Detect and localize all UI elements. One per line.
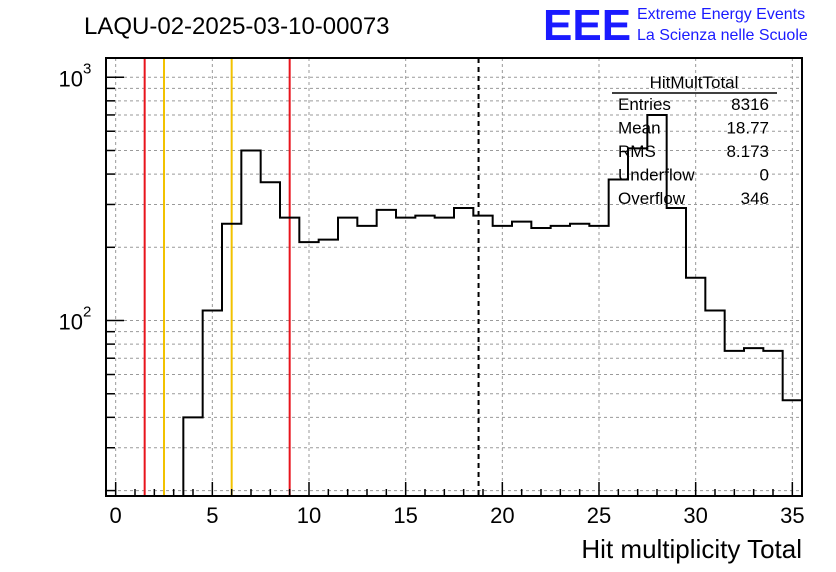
eee-logo-line1: Extreme Energy Events	[637, 6, 805, 23]
x-tick-label: 0	[110, 503, 122, 528]
chart-title: LAQU-02-2025-03-10-00073	[84, 13, 390, 40]
stats-value: 18.77	[726, 119, 769, 138]
x-axis-title: Hit multiplicity Total	[581, 534, 802, 564]
y-tick-exponent: 3	[83, 60, 91, 77]
x-tick-label: 25	[587, 503, 611, 528]
stats-label: Entries	[618, 95, 671, 114]
x-tick-label: 15	[393, 503, 417, 528]
y-tick-label: 10	[59, 310, 83, 335]
stats-label: Underflow	[618, 166, 695, 185]
stats-title: HitMultTotal	[650, 73, 739, 92]
x-tick-label: 10	[297, 503, 321, 528]
plot-frame	[105, 57, 803, 497]
stats-value: 8.173	[726, 142, 769, 161]
eee-logo-mark: EEE	[543, 1, 631, 50]
histogram-line	[106, 113, 802, 497]
stats-label: Mean	[618, 119, 661, 138]
stats-value: 8316	[731, 95, 769, 114]
eee-logo-line2: La Scienza nelle Scuole	[637, 27, 808, 44]
marker-lines	[143, 58, 480, 496]
stats-label: RMS	[618, 142, 656, 161]
stats-rows: Entries 8316 Mean 18.77 RMS 8.173 Underflow 0 Ov…	[618, 95, 769, 208]
x-tick-label: 30	[683, 503, 707, 528]
eee-logo: EEE Extreme Energy Events La Scienza nel…	[543, 1, 808, 50]
y-tick-label: 10	[59, 66, 83, 91]
x-tick-label: 5	[206, 503, 218, 528]
x-tick-label: 20	[490, 503, 514, 528]
x-tick-labels: 0 5 10 15 20 25 30 35	[110, 503, 805, 528]
grid	[106, 58, 802, 496]
x-tick-label: 35	[780, 503, 804, 528]
stats-value: 0	[760, 166, 769, 185]
stats-box: HitMultTotal Entries 8316 Mean 18.77 RMS 8.17…	[612, 73, 777, 208]
stats-value: 346	[741, 189, 769, 208]
axis-ticks	[106, 76, 794, 496]
y-tick-exponent: 2	[83, 304, 91, 321]
stats-label: Overflow	[618, 189, 686, 208]
